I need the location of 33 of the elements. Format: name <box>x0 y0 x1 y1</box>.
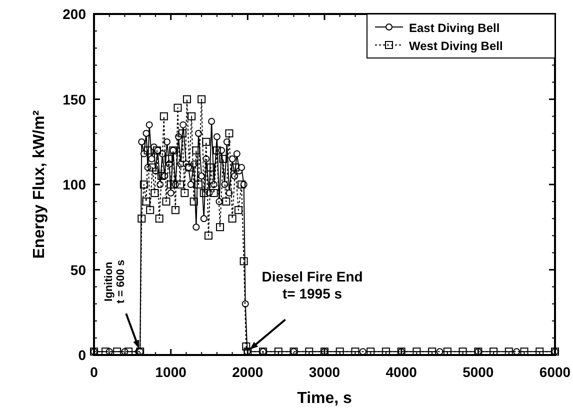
x-tick-label: 0 <box>90 364 98 380</box>
y-tick-label: 0 <box>78 347 86 363</box>
point <box>213 133 220 140</box>
x-axis-title: Time, s <box>297 390 352 407</box>
point <box>228 155 236 162</box>
annotation: Diesel Fire End t= 1995 s <box>262 268 363 302</box>
point <box>167 190 174 197</box>
point <box>192 224 200 231</box>
point <box>138 138 146 146</box>
x-tick-label: 4000 <box>386 364 418 380</box>
y-tick-label: 100 <box>62 176 86 192</box>
x-tick-label: 2000 <box>232 364 264 380</box>
point <box>142 130 150 137</box>
point <box>200 215 208 222</box>
point <box>187 181 194 188</box>
point <box>208 118 216 125</box>
x-tick-label: 5000 <box>462 364 494 380</box>
point <box>146 121 153 128</box>
x-tick-label: 3000 <box>308 364 340 380</box>
y-tick-label: 150 <box>62 91 86 108</box>
point <box>233 150 240 158</box>
y-axis-title: Energy Flux, kW/m² <box>31 110 48 259</box>
annotation: Ignition t = 600 s <box>103 260 128 304</box>
y-tick-label: 50 <box>70 262 86 278</box>
x-tick-label: 1000 <box>155 364 187 380</box>
point <box>148 155 156 162</box>
x-tick-label: 6000 <box>539 364 571 380</box>
point <box>194 130 202 137</box>
legend-label: East Diving Bell <box>409 21 500 35</box>
point <box>163 138 170 146</box>
y-tick-label: 200 <box>62 6 86 22</box>
legend-label: West Diving Bell <box>409 39 503 53</box>
point <box>180 121 187 128</box>
